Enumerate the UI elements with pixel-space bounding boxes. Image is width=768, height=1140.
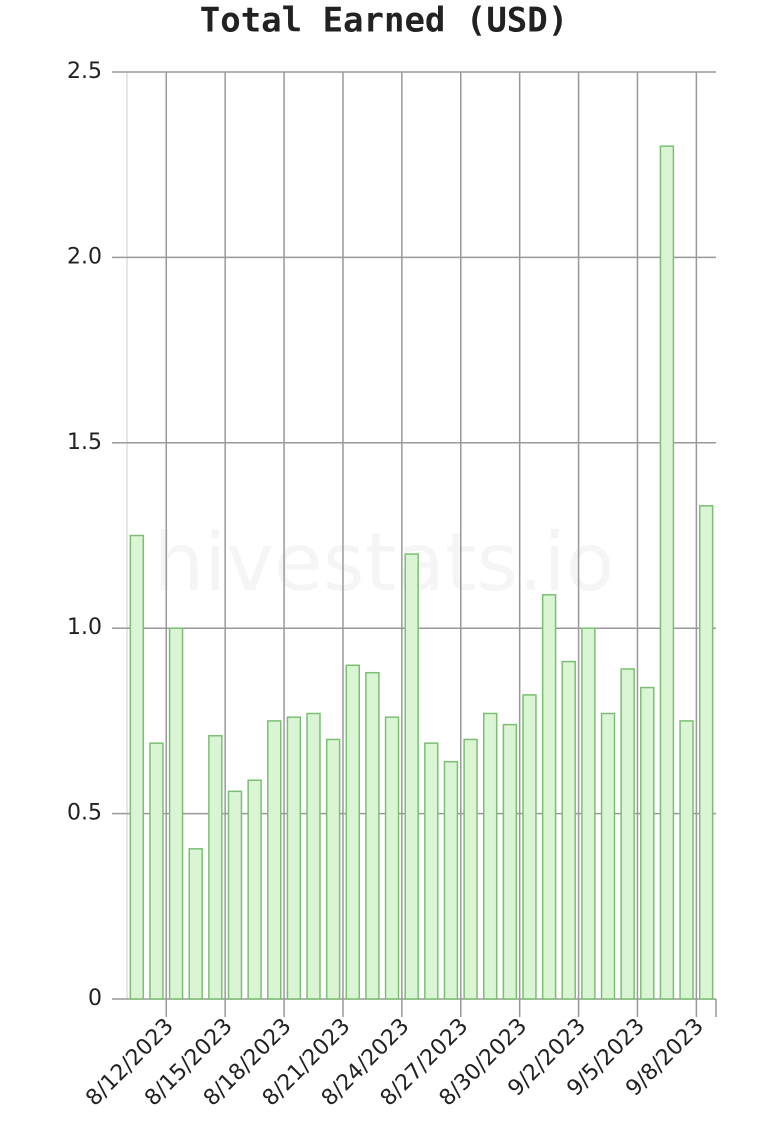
y-tick-label: 0.5	[67, 801, 102, 826]
bar	[384, 716, 400, 1000]
bar	[600, 712, 616, 1000]
bar	[679, 720, 694, 1000]
bar	[345, 664, 361, 1000]
bar	[640, 686, 655, 1000]
bar	[443, 760, 459, 1000]
bar	[541, 594, 557, 1000]
bar	[404, 553, 419, 1000]
bar	[286, 716, 302, 1000]
bar	[365, 671, 380, 1000]
bar	[227, 790, 243, 1000]
bar	[306, 712, 321, 1000]
bar	[561, 660, 576, 1000]
bar	[247, 779, 262, 1000]
bar	[424, 742, 439, 1000]
bar	[325, 738, 341, 1000]
y-tick-label: 2.5	[67, 59, 102, 84]
bar	[502, 723, 518, 1000]
bar	[129, 534, 145, 1000]
y-tick-label: 1.0	[67, 615, 102, 640]
y-tick-label: 2.0	[67, 244, 102, 269]
bar	[208, 734, 223, 1000]
chart-title: Total Earned (USD)	[200, 1, 568, 41]
bar	[482, 712, 498, 1000]
bar	[522, 694, 537, 1000]
bar	[463, 738, 478, 1000]
bar	[698, 505, 714, 1000]
bar	[659, 145, 675, 1000]
y-tick-label: 1.5	[67, 430, 102, 455]
bar	[188, 848, 203, 1000]
bar	[581, 627, 596, 1000]
bar	[620, 668, 635, 1000]
bar	[267, 720, 282, 1000]
bar	[149, 742, 164, 1000]
y-tick-label: 0	[88, 986, 102, 1011]
bar	[168, 627, 184, 1000]
